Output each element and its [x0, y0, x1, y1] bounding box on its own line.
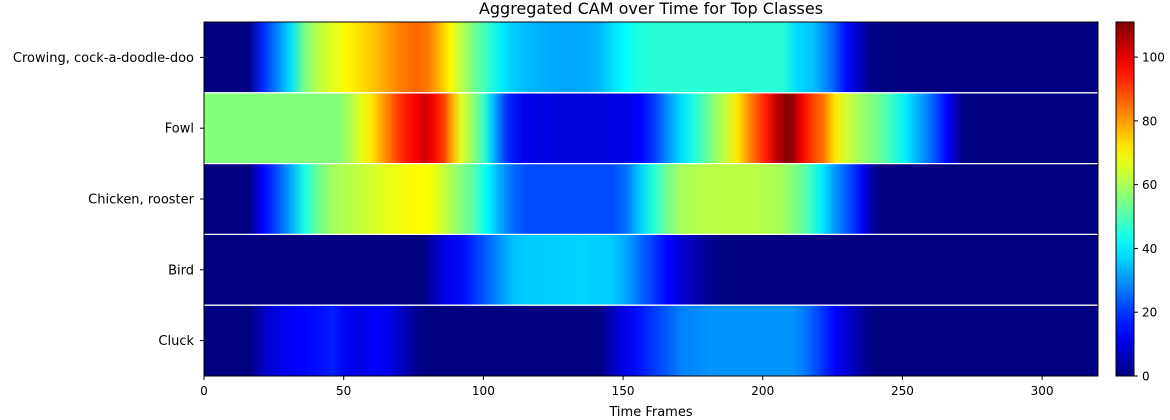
heatmap-row [204, 234, 1098, 306]
colorbar-tick-label: 60 [1142, 178, 1157, 192]
colorbar-tick-label: 40 [1142, 242, 1157, 256]
x-tick-label: 150 [612, 384, 635, 398]
y-axis-labels: Crowing, cock-a-doodle-doo Fowl Chicken, r… [13, 51, 204, 349]
x-axis-label: Time Frames [608, 405, 692, 420]
x-axis-ticks: 0 50 100 150 200 250 300 [200, 376, 1054, 398]
y-tick-label: Cluck [158, 334, 194, 349]
chart-title: Aggregated CAM over Time for Top Classes [479, 0, 823, 18]
y-tick-label: Crowing, cock-a-doodle-doo [13, 51, 194, 66]
x-tick-label: 200 [751, 384, 774, 398]
colorbar-tick-label: 100 [1142, 51, 1165, 65]
x-tick-label: 50 [336, 384, 351, 398]
x-tick-label: 250 [891, 384, 914, 398]
y-tick-label: Chicken, rooster [88, 193, 194, 208]
colorbar: 0 20 40 60 80 100 [1115, 21, 1165, 384]
x-tick-label: 0 [200, 384, 208, 398]
colorbar-tick-label: 0 [1142, 370, 1150, 384]
heatmap-row [204, 22, 1098, 93]
x-tick-label: 100 [472, 384, 495, 398]
colorbar-gradient [1115, 21, 1135, 377]
x-tick-label: 300 [1031, 384, 1054, 398]
y-tick-label: Fowl [165, 122, 194, 137]
heatmap-row [204, 163, 1098, 235]
y-tick-label: Bird [168, 263, 194, 278]
colorbar-tick-label: 20 [1142, 306, 1157, 320]
plot-frame [203, 21, 1099, 377]
colorbar-tick-label: 80 [1142, 114, 1157, 128]
heatmap-row [204, 92, 1098, 164]
heatmap-rows [204, 22, 1098, 376]
heatmap-row [204, 305, 1098, 376]
